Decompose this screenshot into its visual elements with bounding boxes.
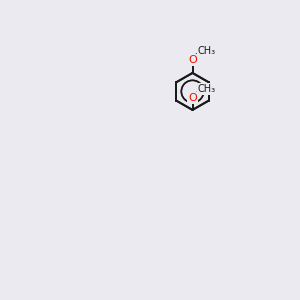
Text: CH₃: CH₃: [197, 84, 215, 94]
Text: O: O: [188, 93, 197, 103]
Text: O: O: [188, 55, 197, 65]
Text: CH₃: CH₃: [197, 46, 215, 56]
